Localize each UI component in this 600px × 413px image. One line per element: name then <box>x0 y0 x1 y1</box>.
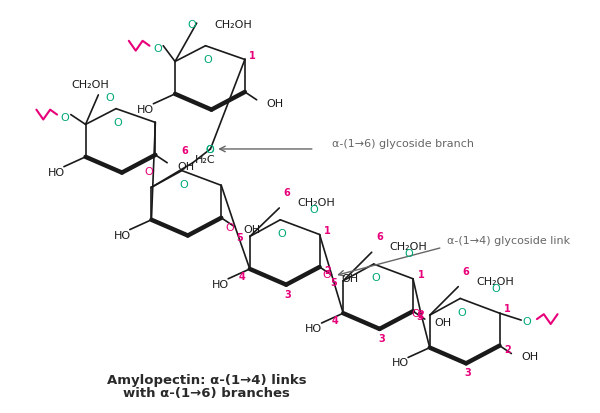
Text: CH₂OH: CH₂OH <box>214 20 252 30</box>
Text: 3: 3 <box>465 368 472 378</box>
Text: 3: 3 <box>378 334 385 344</box>
Text: OH: OH <box>266 99 284 109</box>
Text: CH₂OH: CH₂OH <box>476 277 514 287</box>
Text: O: O <box>179 180 188 190</box>
Text: 5: 5 <box>416 312 423 322</box>
Text: O: O <box>153 44 162 54</box>
Text: Amylopectin: α-(1→4) links: Amylopectin: α-(1→4) links <box>107 374 307 387</box>
Text: 2: 2 <box>418 310 424 320</box>
Text: O: O <box>113 118 122 128</box>
Text: O: O <box>61 112 69 123</box>
Text: O: O <box>458 308 466 318</box>
Text: O: O <box>322 270 331 280</box>
Text: OH: OH <box>434 318 452 328</box>
Text: OH: OH <box>521 352 538 363</box>
Text: O: O <box>106 93 115 103</box>
Text: with α-(1→6) branches: with α-(1→6) branches <box>123 387 290 400</box>
Text: O: O <box>226 223 235 233</box>
Text: 5: 5 <box>236 233 244 243</box>
Text: 5: 5 <box>330 278 337 288</box>
Text: 6: 6 <box>181 146 188 156</box>
Text: O: O <box>405 249 413 259</box>
Text: 4: 4 <box>332 316 339 326</box>
Text: HO: HO <box>47 168 65 178</box>
Text: α-(1→6) glycoside branch: α-(1→6) glycoside branch <box>332 139 475 149</box>
Text: CH₂OH: CH₂OH <box>389 242 427 252</box>
Text: 6: 6 <box>376 233 383 242</box>
Text: HO: HO <box>113 230 131 240</box>
Text: CH₂OH: CH₂OH <box>297 198 335 208</box>
Text: CH₂OH: CH₂OH <box>71 80 109 90</box>
Text: 6: 6 <box>463 267 469 277</box>
Text: O: O <box>523 317 532 327</box>
Text: 3: 3 <box>285 290 292 299</box>
Text: O: O <box>203 55 212 65</box>
Text: α-(1→4) glycoside link: α-(1→4) glycoside link <box>448 236 571 247</box>
Text: OH: OH <box>177 161 194 172</box>
Text: 1: 1 <box>504 304 511 314</box>
Text: 1: 1 <box>418 270 424 280</box>
Text: 4: 4 <box>239 272 245 282</box>
Text: 6: 6 <box>284 188 290 198</box>
Text: O: O <box>278 229 286 239</box>
Text: HO: HO <box>137 104 154 115</box>
Text: 2: 2 <box>324 266 331 276</box>
Text: O: O <box>187 20 196 30</box>
Text: OH: OH <box>243 225 260 235</box>
Text: O: O <box>205 145 214 155</box>
Text: H₂C: H₂C <box>195 155 215 165</box>
Text: HO: HO <box>392 358 409 368</box>
Text: O: O <box>412 309 421 319</box>
Text: O: O <box>310 205 318 215</box>
Text: HO: HO <box>305 324 322 334</box>
Text: 1: 1 <box>250 50 256 61</box>
Text: O: O <box>144 166 153 177</box>
Text: HO: HO <box>212 280 229 290</box>
Text: O: O <box>205 145 214 155</box>
Text: 2: 2 <box>504 344 511 355</box>
Text: O: O <box>491 284 500 294</box>
Text: 1: 1 <box>324 225 331 235</box>
Text: OH: OH <box>341 274 358 284</box>
Text: O: O <box>371 273 380 283</box>
